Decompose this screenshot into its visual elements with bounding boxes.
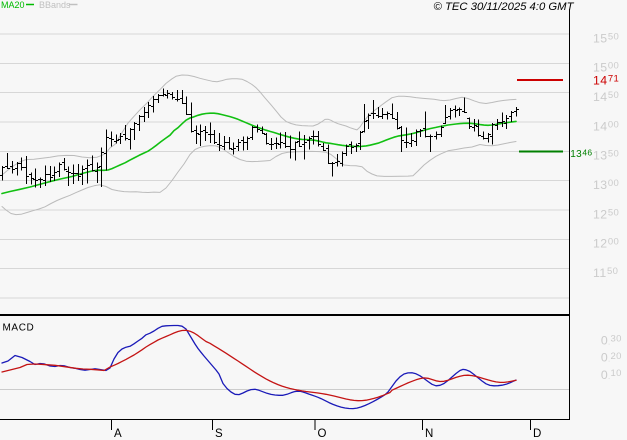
svg-text:1250: 1250	[593, 207, 619, 221]
svg-text:0.20: 0.20	[601, 351, 622, 365]
svg-text:0.30: 0.30	[601, 334, 622, 348]
svg-text:MACD: MACD	[3, 323, 35, 334]
svg-text:N: N	[425, 428, 433, 440]
svg-text:MA20: MA20	[1, 0, 25, 10]
svg-text:1400: 1400	[593, 119, 619, 133]
svg-text:1550: 1550	[593, 31, 619, 45]
svg-text:BBands: BBands	[39, 0, 71, 10]
svg-text:1200: 1200	[593, 237, 619, 251]
svg-text:1346: 1346	[570, 147, 592, 160]
svg-text:1150: 1150	[593, 266, 618, 280]
svg-text:1471: 1471	[593, 73, 619, 87]
svg-text:0.10: 0.10	[601, 368, 622, 382]
svg-text:S: S	[215, 428, 223, 440]
svg-text:1500: 1500	[593, 61, 619, 75]
svg-text:1450: 1450	[593, 90, 619, 104]
svg-text:1350: 1350	[593, 149, 619, 163]
svg-text:© TEC 30/11/2025 4:0 GMT: © TEC 30/11/2025 4:0 GMT	[434, 1, 575, 13]
svg-text:1300: 1300	[593, 178, 619, 192]
svg-text:A: A	[114, 428, 122, 440]
svg-text:D: D	[533, 428, 541, 440]
svg-text:O: O	[318, 428, 327, 440]
